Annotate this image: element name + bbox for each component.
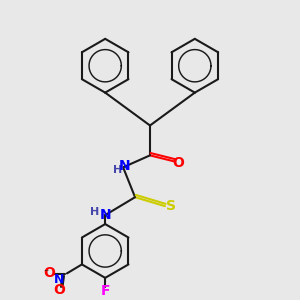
Text: ⁻: ⁻ <box>44 268 49 278</box>
Text: H: H <box>112 165 122 175</box>
Text: S: S <box>166 199 176 213</box>
Text: N: N <box>54 273 65 286</box>
Text: O: O <box>172 156 184 170</box>
Text: N: N <box>119 159 130 173</box>
Text: H: H <box>90 207 99 217</box>
Text: F: F <box>100 284 110 298</box>
Text: O: O <box>54 283 65 297</box>
Text: N: N <box>99 208 111 222</box>
Text: O: O <box>43 266 55 280</box>
